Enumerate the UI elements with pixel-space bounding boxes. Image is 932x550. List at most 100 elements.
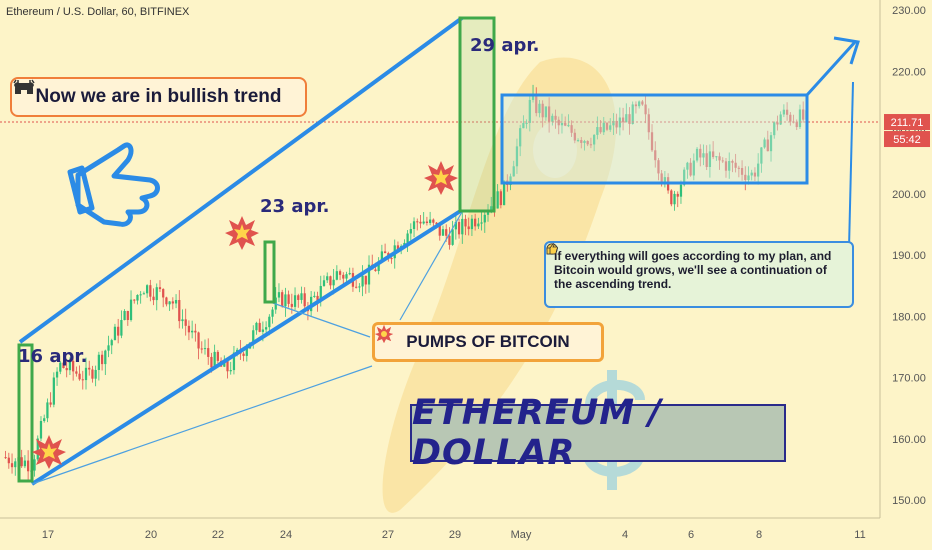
candle-body — [744, 174, 747, 181]
candle-body — [554, 115, 557, 120]
candle-body — [332, 279, 335, 286]
candle-body — [441, 229, 445, 236]
candle-body — [290, 303, 293, 307]
candle-body — [361, 275, 364, 287]
candle-body — [271, 309, 274, 317]
candle-body — [377, 261, 380, 272]
candle-body — [81, 379, 84, 381]
candle-body — [628, 114, 631, 124]
candle-body — [242, 353, 245, 356]
candle-body — [451, 229, 454, 245]
bullish-trend-text: Now we are in bullish trend — [35, 86, 282, 107]
candle-body — [335, 271, 338, 280]
candle-body — [4, 457, 7, 459]
candle-body — [422, 221, 425, 224]
explosion-icon — [225, 216, 259, 250]
plan-note: If everything will goes according to my … — [544, 241, 854, 308]
candle-body — [329, 276, 332, 286]
candle-body — [364, 275, 367, 285]
candle-body — [734, 162, 737, 168]
candle-body — [171, 301, 174, 304]
candle-body — [216, 351, 219, 361]
candle-body — [435, 222, 438, 225]
candle-body — [490, 206, 493, 213]
candle-body — [297, 295, 300, 300]
candle-body — [728, 160, 731, 171]
pumps-text: PUMPS OF BITCOIN — [406, 332, 570, 351]
candle-body — [737, 167, 740, 169]
candle-body — [461, 218, 464, 235]
candle-body — [779, 114, 782, 125]
candle-body — [197, 332, 200, 349]
candle-body — [43, 418, 46, 421]
candle-body — [432, 219, 435, 223]
candle-body — [26, 460, 30, 472]
arrow-23-to-pumps — [269, 301, 371, 338]
arrow-16-to-pumps — [31, 365, 373, 485]
candle-body — [39, 420, 43, 439]
projection-line — [805, 40, 857, 97]
candle-body — [689, 162, 692, 176]
candle-body — [68, 360, 72, 371]
candle-body — [284, 294, 287, 307]
candle-body — [104, 350, 107, 365]
candle-body — [187, 325, 191, 333]
candle-body — [210, 356, 213, 368]
candle-body — [683, 169, 686, 185]
candle-body — [564, 123, 567, 126]
candle-body — [120, 320, 123, 336]
candle-body — [268, 316, 271, 328]
candle-body — [618, 117, 621, 128]
current-price-text: 211.71 — [891, 117, 924, 129]
candle-body — [522, 123, 525, 129]
candle-body — [715, 156, 718, 158]
pumps-of-bitcoin-label: PUMPS OF BITCOIN — [372, 322, 604, 362]
candle-body — [113, 326, 117, 341]
symbol-header: Ethereum / U.S. Dollar, 60, BITFINEX — [6, 6, 190, 18]
candle-body — [705, 153, 708, 167]
candle-body — [184, 319, 187, 326]
candle-body — [753, 172, 757, 177]
current-price-tag — [884, 114, 930, 131]
candle-body — [191, 330, 194, 333]
candle-body — [49, 402, 52, 405]
candle-body — [676, 193, 679, 197]
candle-body — [126, 310, 129, 320]
candle-body — [605, 122, 609, 130]
candle-body — [207, 348, 210, 357]
candle-body — [589, 144, 593, 146]
candle-body — [528, 99, 531, 123]
candle-body — [203, 348, 207, 350]
candle-body — [670, 190, 673, 205]
candle-body — [795, 121, 798, 128]
candle-body — [133, 299, 136, 301]
candle-body — [72, 360, 75, 372]
date-label-16-apr: 16 apr. — [18, 346, 88, 367]
candle-body — [20, 457, 23, 467]
candle-body — [91, 369, 94, 379]
candle-body — [650, 132, 654, 151]
candle-body — [139, 294, 142, 296]
candle-body — [621, 117, 625, 123]
y-tick-label: 190.00 — [892, 250, 926, 262]
arrow-29-to-pumps — [399, 211, 463, 321]
candle-body — [261, 329, 265, 332]
candle-body — [474, 218, 477, 227]
candle-body — [355, 286, 358, 288]
candle-body — [396, 245, 400, 251]
candle-body — [593, 134, 596, 145]
candle-body — [33, 459, 36, 471]
candle-body — [512, 166, 515, 177]
candle-body — [647, 114, 650, 133]
candle-body — [232, 352, 236, 371]
candle-body — [36, 438, 39, 460]
y-tick-label: 230.00 — [892, 5, 926, 17]
candle-body — [380, 251, 384, 262]
pump-box-29-apr — [458, 16, 496, 213]
candle-body — [293, 295, 297, 307]
candle-body — [599, 127, 602, 133]
candle-body — [412, 221, 416, 230]
candle-body — [721, 160, 724, 162]
candle-body — [615, 120, 618, 128]
candle-body — [480, 222, 483, 224]
